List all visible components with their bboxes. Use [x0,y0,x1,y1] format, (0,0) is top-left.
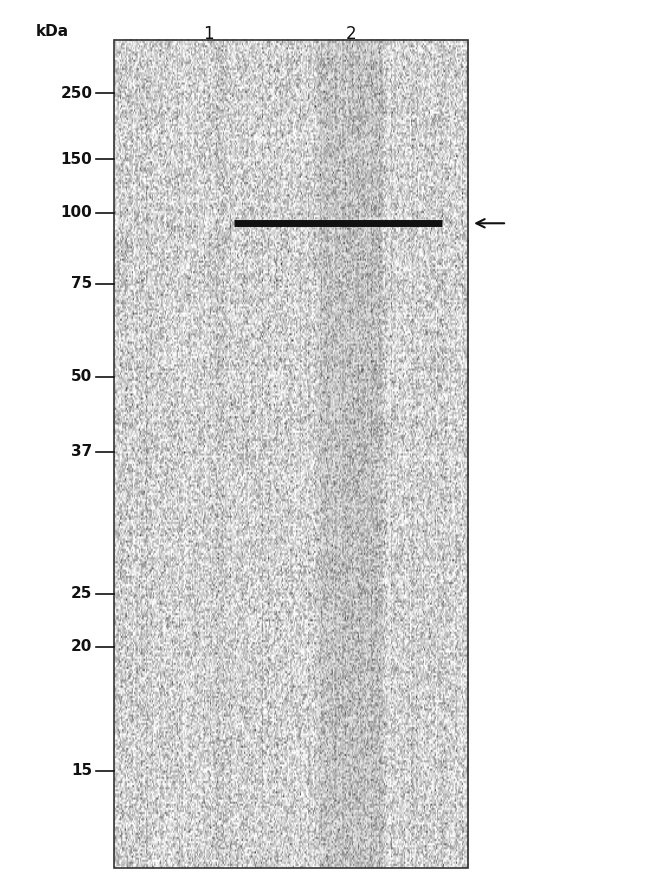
Text: 250: 250 [60,86,92,100]
Text: 20: 20 [71,640,92,654]
Text: 1: 1 [203,25,213,43]
Text: 2: 2 [346,25,356,43]
Text: 150: 150 [60,152,92,167]
Text: 100: 100 [60,206,92,220]
Text: kDa: kDa [36,24,68,38]
Text: 50: 50 [71,369,92,384]
Text: 15: 15 [72,764,92,778]
Bar [114,40,468,868]
Text: 25: 25 [71,587,92,601]
Text: 37: 37 [71,445,92,459]
Text: 75: 75 [71,276,92,291]
